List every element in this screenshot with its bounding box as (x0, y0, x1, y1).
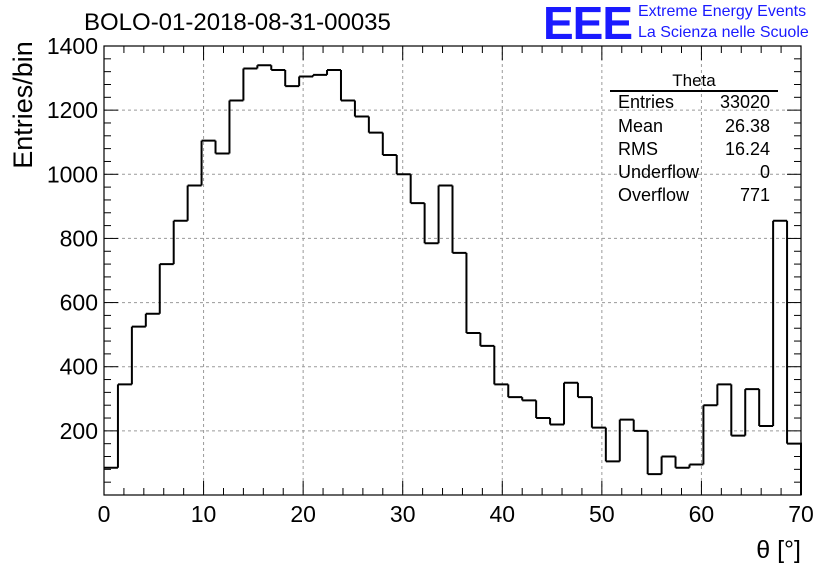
histogram-bin (744, 388, 760, 436)
histogram-bin (339, 70, 355, 102)
histogram-bin (200, 139, 216, 186)
stats-value: 26.38 (724, 116, 770, 136)
axis-ticks (103, 45, 802, 496)
stats-label: Entries (618, 92, 675, 112)
histogram-bin (353, 100, 369, 118)
stats-value: 33020 (719, 92, 770, 112)
stats-divider (610, 90, 778, 92)
histogram-bin (618, 418, 634, 462)
stats-row-mean: Mean 26.38 (618, 116, 770, 138)
stats-value: 16.24 (724, 139, 770, 159)
histogram-bin (270, 65, 286, 72)
histogram-bin (465, 252, 481, 335)
stats-value: 0 (759, 162, 770, 182)
y-tick-label: 1400 (47, 33, 98, 59)
histogram-bin (563, 381, 578, 425)
stats-title: Theta (672, 71, 716, 90)
histogram-bin (214, 140, 230, 155)
histogram-bin (256, 64, 272, 69)
y-tick-label: 600 (60, 290, 98, 316)
y-axis-label: Entries/bin (8, 41, 38, 169)
x-tick-label: 0 (98, 501, 111, 527)
histogram-bin (632, 419, 648, 432)
x-tick-label: 10 (191, 501, 217, 527)
histogram-bin (549, 418, 565, 426)
histogram-bin (242, 67, 258, 101)
histogram-bin (409, 174, 425, 205)
histogram-bin (660, 455, 676, 475)
y-tick-label: 1200 (47, 97, 98, 123)
histogram-bin (395, 155, 411, 176)
x-tick-labels: 0 10 20 30 40 50 60 70 (98, 501, 814, 527)
histogram-bin (702, 404, 718, 465)
histogram-bin (576, 382, 592, 399)
histogram-bin (186, 184, 202, 221)
stats-row-overflow: Overflow 771 (618, 185, 770, 207)
histogram-bin (130, 325, 146, 385)
histogram-bin (730, 384, 746, 437)
histogram-bin (716, 383, 732, 406)
histogram-bin (479, 333, 495, 347)
histogram-bin (437, 184, 453, 244)
x-tick-label: 30 (390, 501, 416, 527)
stats-label: Underflow (618, 162, 700, 182)
histogram-bin (312, 73, 328, 77)
x-tick-label: 60 (689, 501, 715, 527)
histogram-bin (326, 69, 341, 75)
stats-value: 771 (739, 185, 770, 205)
chart-title: BOLO-01-2018-08-31-00035 (84, 9, 391, 36)
histogram-bin (507, 384, 523, 399)
histogram-bin (144, 312, 160, 327)
stats-row-entries: Entries 33020 (618, 92, 770, 114)
histogram-bin (688, 463, 704, 468)
x-tick-label: 50 (589, 501, 615, 527)
histogram-bin (423, 203, 439, 245)
x-tick-label: 40 (489, 501, 515, 527)
x-axis-label: θ [°] (756, 536, 801, 564)
histogram-bin (367, 116, 383, 134)
histogram-bin (674, 456, 690, 469)
histogram-bin (646, 430, 662, 476)
stats-label: Overflow (618, 185, 690, 205)
y-tick-label: 400 (60, 354, 98, 380)
histogram-bin (590, 397, 606, 429)
x-tick-label: 70 (788, 501, 814, 527)
histogram-bin (772, 219, 788, 427)
histogram-bin (535, 400, 551, 420)
y-tick-label: 800 (60, 225, 98, 251)
stats-row-underflow: Underflow 0 (618, 162, 770, 184)
y-tick-label: 200 (60, 418, 98, 444)
stats-label: RMS (618, 139, 658, 159)
y-tick-labels: 200 400 600 800 1000 1200 1400 (47, 33, 98, 444)
histogram-bin (604, 427, 620, 463)
histogram-series (104, 64, 802, 495)
x-tick-label: 20 (290, 501, 316, 527)
histogram-bin (228, 99, 244, 154)
histogram-bin (493, 345, 509, 386)
histogram-bin (381, 132, 397, 157)
histogram-bin (172, 219, 188, 265)
histogram-bin (521, 397, 537, 402)
histogram-bin (298, 75, 314, 87)
stats-label: Mean (618, 116, 664, 136)
histogram-bin (284, 70, 300, 88)
histogram-bin (451, 185, 467, 254)
eee-logo: EEE (543, 0, 633, 49)
stats-row-rms: RMS 16.24 (618, 139, 770, 161)
histogram-bin (116, 383, 132, 468)
logo-line-2: La Scienza nelle Scuole (638, 24, 809, 41)
histogram-bin (758, 389, 774, 428)
logo-line-1: Extreme Energy Events (638, 3, 807, 20)
histogram-bin (786, 220, 802, 495)
histogram-bin (158, 263, 174, 314)
plot-frame (103, 45, 802, 496)
y-tick-label: 1000 (47, 161, 98, 187)
